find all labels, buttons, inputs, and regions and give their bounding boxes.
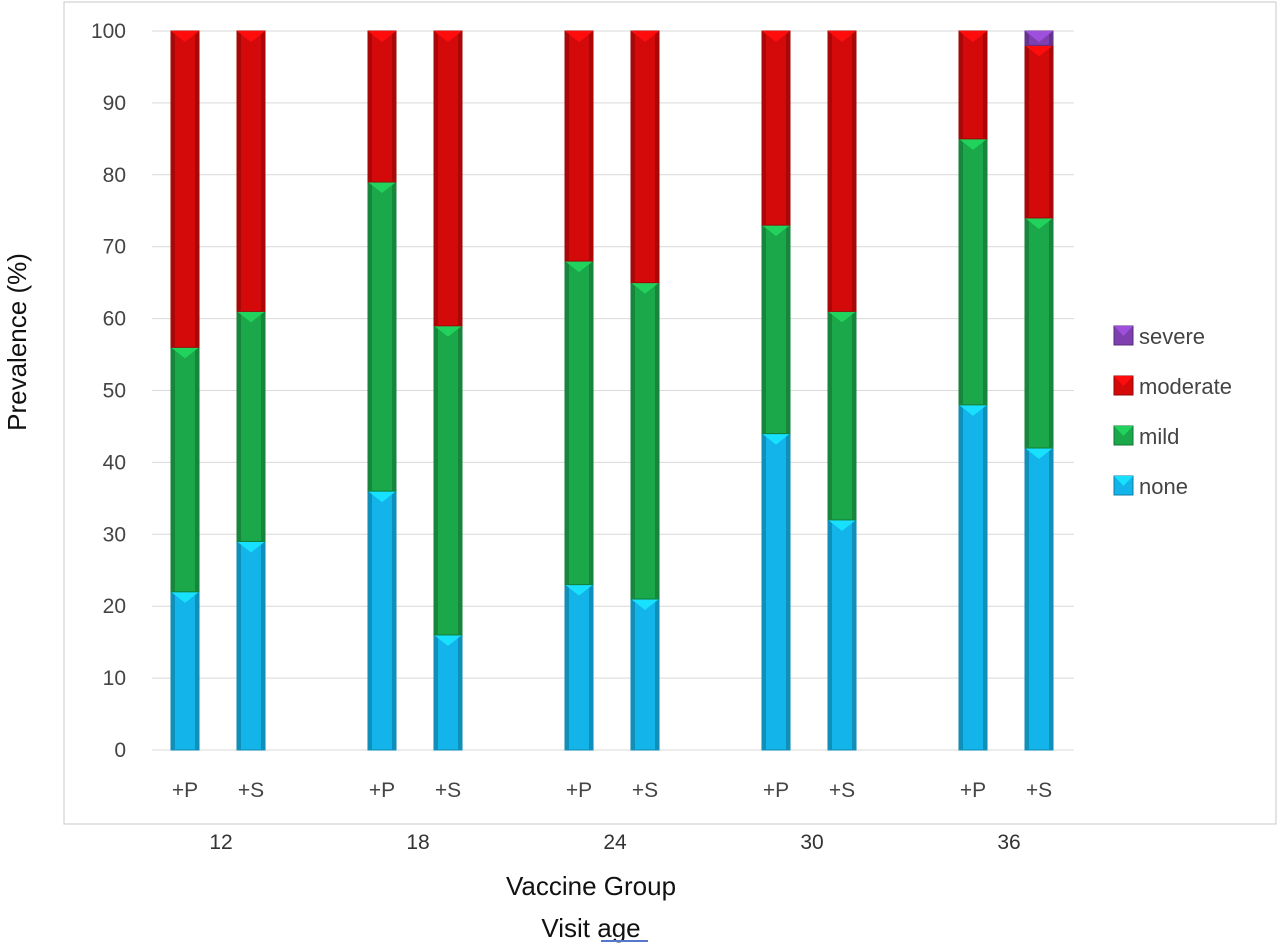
bar-segment-moderate xyxy=(630,30,660,284)
bar-segment-none xyxy=(827,519,857,751)
bar-category-label: +P xyxy=(960,779,986,802)
bar-segment-moderate xyxy=(236,30,266,312)
bar-segment-none xyxy=(170,591,200,751)
bar-category-label: +P xyxy=(172,779,198,802)
y-tick-label: 50 xyxy=(103,380,126,403)
plot-frame xyxy=(63,1,1277,825)
bar-segment-mild xyxy=(630,282,660,600)
bar-segment-mild xyxy=(367,181,397,492)
group-label: 18 xyxy=(406,831,429,854)
bar-segment-none xyxy=(630,598,660,751)
x-axis-title-line1: Vaccine Group xyxy=(506,871,676,901)
group-label: 30 xyxy=(800,831,823,854)
group-label: 24 xyxy=(603,831,627,854)
bar-segment-moderate xyxy=(564,30,594,262)
legend-label: none xyxy=(1139,474,1188,499)
legend-item-severe: severe xyxy=(1113,324,1205,349)
bar-segment-none xyxy=(236,540,266,751)
bar-category-label: +S xyxy=(435,779,461,802)
y-tick-label: 20 xyxy=(103,595,126,618)
y-tick-label: 40 xyxy=(103,451,126,474)
y-axis-title: Prevalence (%) xyxy=(2,253,32,431)
bar-segment-none xyxy=(958,404,988,751)
y-tick-label: 60 xyxy=(103,308,126,331)
y-tick-label: 10 xyxy=(103,667,126,690)
bar-segment-none xyxy=(564,584,594,751)
bar-segment-none xyxy=(367,490,397,751)
bar-segment-severe xyxy=(1024,30,1054,46)
y-tick-label: 90 xyxy=(103,92,126,115)
group-label: 36 xyxy=(997,831,1020,854)
y-tick-label: 0 xyxy=(114,739,126,762)
bar-segment-none xyxy=(1024,447,1054,751)
bar-segment-mild xyxy=(433,325,463,636)
bar-segment-moderate xyxy=(761,30,791,226)
y-tick-label: 100 xyxy=(91,20,126,43)
bars xyxy=(170,30,1054,751)
bar-segment-mild xyxy=(236,310,266,542)
legend-label: moderate xyxy=(1139,374,1232,399)
bar-segment-mild xyxy=(958,138,988,406)
bar-category-label: +S xyxy=(238,779,264,802)
bar-category-label: +P xyxy=(763,779,789,802)
y-tick-label: 80 xyxy=(103,164,126,187)
x-axis-title-line2: Visit age xyxy=(541,913,640,943)
bar-segment-mild xyxy=(564,260,594,586)
bar-segment-mild xyxy=(761,224,791,435)
bar-segment-moderate xyxy=(827,30,857,312)
legend-item-moderate: moderate xyxy=(1113,374,1232,399)
category-labels: +P +S 12 +P +S 18 +P +S 24 +P +S 30 +P +S 36 xyxy=(172,779,1052,854)
group-label: 12 xyxy=(209,831,232,854)
legend-item-mild: mild xyxy=(1113,424,1179,449)
legend: severe moderate mild none xyxy=(1113,324,1232,499)
bar-category-label: +P xyxy=(566,779,592,802)
bar-segment-none xyxy=(433,634,463,751)
legend-item-none: none xyxy=(1113,474,1188,499)
bar-segment-moderate xyxy=(367,30,397,183)
bar-category-label: +S xyxy=(829,779,855,802)
bar-category-label: +S xyxy=(1026,779,1052,802)
bar-segment-moderate xyxy=(433,30,463,327)
bar-segment-none xyxy=(761,433,791,751)
bar-segment-mild xyxy=(1024,217,1054,449)
y-tick-label: 70 xyxy=(103,236,126,259)
y-axis-ticks: 0 10 20 30 40 50 60 70 80 90 100 xyxy=(91,20,126,762)
bar-segment-moderate xyxy=(170,30,200,348)
legend-label: severe xyxy=(1139,324,1205,349)
gridlines xyxy=(152,30,1074,751)
legend-label: mild xyxy=(1139,424,1179,449)
bar-category-label: +S xyxy=(632,779,658,802)
bar-segment-mild xyxy=(827,310,857,521)
bar-category-label: +P xyxy=(369,779,395,802)
bar-segment-moderate xyxy=(958,30,988,140)
bar-segment-moderate xyxy=(1024,44,1054,219)
y-tick-label: 30 xyxy=(103,523,126,546)
bar-segment-mild xyxy=(170,346,200,593)
